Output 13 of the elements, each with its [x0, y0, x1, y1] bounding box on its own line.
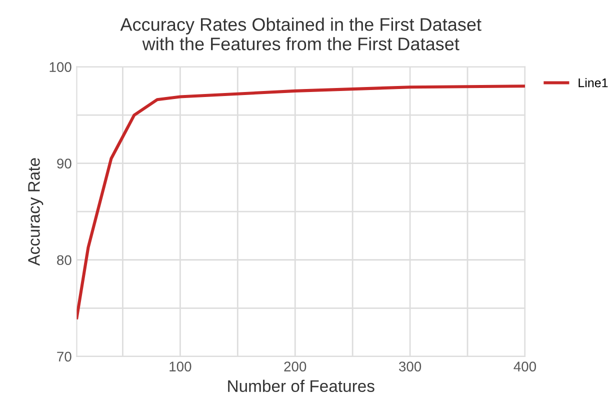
x-axis-title: Number of Features — [228, 380, 374, 392]
y-tick-label: 80 — [57, 255, 72, 266]
y-axis-title: Accuracy Rate — [28, 158, 44, 266]
x-tick-label: 400 — [514, 362, 536, 372]
y-tick-label: 100 — [50, 62, 72, 72]
x-tick-label: 200 — [284, 362, 306, 372]
y-tick-label: 70 — [57, 352, 72, 362]
chart-title: Accuracy Rates Obtained in the First Dataset with the Features from the First Dataset — [120, 18, 482, 50]
legend-label: Line1 — [578, 78, 608, 88]
x-tick-label: 100 — [170, 362, 192, 372]
line-series — [76, 84, 525, 320]
y-tick-label: 90 — [57, 158, 72, 169]
x-tick-label: 300 — [398, 362, 422, 372]
